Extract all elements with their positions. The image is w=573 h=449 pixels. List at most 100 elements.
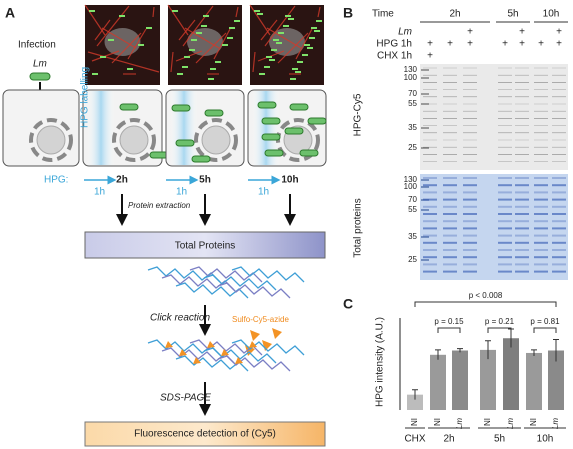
protein — [231, 339, 305, 356]
actin — [182, 5, 214, 47]
cy5 — [249, 341, 257, 348]
significance-bracket — [533, 327, 557, 333]
actin — [235, 6, 239, 18]
bar — [526, 352, 542, 410]
bacterium — [234, 20, 240, 22]
bacterium — [149, 151, 169, 159]
detection-box — [84, 421, 326, 447]
bacterium — [271, 49, 277, 51]
nucleus — [119, 125, 149, 155]
mw-label: 70 — [408, 195, 417, 204]
bacterium — [316, 20, 322, 22]
bacterium — [89, 10, 95, 12]
protein — [217, 355, 291, 372]
bacterium — [276, 42, 282, 44]
pulse-label: 1h — [176, 187, 187, 198]
bacterium — [283, 25, 289, 27]
group-label: 10h — [537, 434, 554, 445]
p-value: p = 0.81 — [530, 317, 560, 326]
bacterium — [273, 39, 279, 41]
bacterium — [191, 39, 197, 41]
mw-label: 55 — [408, 205, 417, 214]
nucleus — [36, 125, 66, 155]
actin — [264, 5, 296, 47]
bacterium — [261, 133, 281, 141]
error-bar — [457, 348, 463, 353]
bacterium — [261, 117, 281, 125]
mw-label: 55 — [408, 99, 417, 108]
bacterium — [119, 15, 125, 17]
time-label: Time — [372, 9, 394, 20]
bacterium — [204, 109, 224, 117]
bacterium — [203, 15, 209, 17]
error-bar — [435, 349, 441, 360]
pulse-label: 1h — [258, 187, 269, 198]
bacterium — [119, 103, 139, 111]
gel-top-label: HPG-Cy5 — [353, 93, 364, 136]
total-proteins-box — [84, 231, 326, 259]
nucleus — [201, 125, 231, 155]
cy5 — [165, 341, 173, 348]
hpg-band — [170, 91, 198, 165]
significance-bracket — [437, 327, 461, 333]
actin — [127, 28, 147, 60]
row-mark: + — [467, 39, 473, 50]
error-bar — [531, 349, 537, 357]
cy5 — [221, 349, 229, 356]
actin — [317, 6, 321, 18]
panel-label: A — [5, 5, 15, 21]
bacterium — [297, 61, 303, 63]
bacterium — [196, 32, 202, 34]
gel-bottom-label: Total proteins — [353, 198, 364, 257]
gel-top — [420, 64, 568, 170]
panel-label: B — [343, 5, 353, 21]
bacterium — [177, 73, 183, 75]
reagent-molecules — [245, 328, 282, 356]
group-label: CHX — [404, 434, 425, 445]
reagent: Sulfo-Cy5-azide — [232, 315, 289, 324]
p-value: p = 0.15 — [434, 317, 464, 326]
x-tick-label: Lm — [551, 418, 560, 429]
membrane — [112, 118, 156, 162]
time-group: 5h — [507, 9, 518, 20]
bacterium — [269, 59, 275, 61]
membrane — [29, 118, 73, 162]
actin — [249, 4, 271, 36]
x-tick-label: NI — [483, 418, 492, 426]
actin — [277, 32, 309, 64]
mw-label: 25 — [408, 255, 417, 264]
actin — [152, 6, 155, 18]
time-group: 2h — [449, 9, 460, 20]
cy5-azide — [250, 330, 260, 341]
mw-label: 35 — [408, 123, 417, 132]
time-group: 10h — [543, 9, 560, 20]
row-mark: + — [427, 39, 433, 50]
bacterium — [309, 37, 315, 39]
bacterium — [29, 72, 51, 81]
p-value: p = 0.21 — [485, 317, 515, 326]
row-label: HPG 1h — [376, 39, 412, 50]
bar — [480, 349, 496, 410]
cy5 — [193, 357, 201, 364]
row-label: Lm — [398, 27, 412, 38]
bacterium — [191, 155, 211, 163]
hpg-label: HPG: — [44, 175, 68, 186]
error-bar — [553, 338, 559, 362]
error-bar — [485, 340, 491, 360]
bacterium — [299, 149, 319, 157]
bacterium — [175, 139, 195, 147]
bacterium — [307, 117, 327, 125]
actin — [96, 5, 130, 47]
bacterium — [285, 15, 291, 17]
actin — [170, 51, 174, 73]
bacterium — [289, 103, 309, 111]
actin — [184, 27, 220, 49]
sds-page: SDS-PAGE — [160, 393, 211, 404]
actin — [167, 4, 189, 36]
bacterium — [254, 10, 260, 12]
protein — [203, 347, 277, 364]
error-bar — [412, 389, 418, 400]
bacterium — [100, 56, 106, 58]
